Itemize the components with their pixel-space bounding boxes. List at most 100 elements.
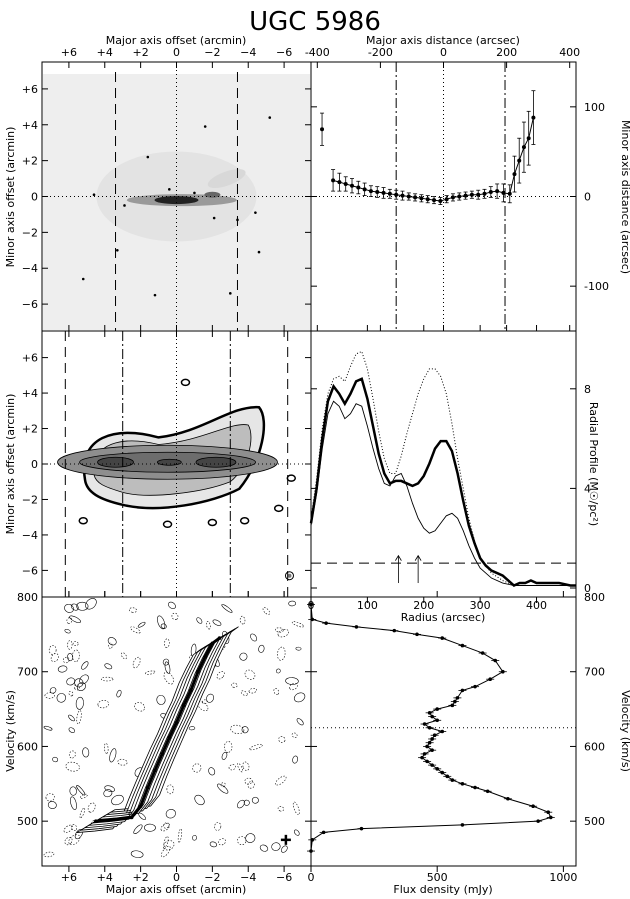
noise-contour [291,732,298,738]
x-tick-label: +4 [97,871,113,884]
noise-contour [250,633,258,642]
x-tick-label: 1000 [549,871,577,884]
noise-contour [107,637,117,646]
noise-contour [275,627,284,633]
y-tick-label: -100 [584,280,609,293]
noise-contour [117,758,128,766]
noise-contour [85,598,97,610]
noise-contour [292,755,299,764]
noise-contour [271,842,281,851]
noise-contour [277,646,286,661]
data-point [473,684,477,689]
noise-contour [64,628,71,634]
noise-contour [64,836,73,846]
x-tick-label: 100 [357,599,378,612]
y-tick-label: +4 [22,119,38,132]
noise-contour [295,646,302,651]
noise-contour [281,845,288,853]
star [254,211,257,214]
contour-blob [78,516,88,525]
rotation-curve-point [167,735,172,740]
x-tick-label: −6 [276,871,292,884]
noise-contour [239,652,248,661]
noise-contour [251,796,259,804]
noise-contour [192,763,202,773]
panel-radial-profile: 0100200300400048Radius (arcsec)Radial Pr… [308,325,600,624]
data-point [440,770,445,775]
noise-contour [67,653,74,662]
noise-contour [258,644,265,653]
noise-contour [259,844,269,852]
rotation-curve-point [210,641,215,646]
noise-contour [103,789,113,798]
noise-contour [79,807,86,819]
contour-blob [239,516,250,525]
series-line [332,117,534,202]
noise-contour [294,829,300,836]
noise-contour [76,682,86,692]
noise-contour [100,676,114,682]
data-point [435,718,439,723]
noise-contour [228,764,236,771]
x-tick-label: 200 [413,599,434,612]
noise-contour [164,638,170,648]
noise-contour [132,656,141,669]
noise-contour [162,658,170,666]
x-axis-label: Flux density (mJy) [393,883,492,896]
data-point [501,669,505,674]
noise-contour [64,603,74,613]
noise-contour [74,678,84,688]
noise-contour [157,615,166,630]
noise-contour [230,724,245,735]
contour-blob [273,504,284,513]
y-tick-label: 700 [17,666,38,679]
noise-contour [288,600,297,607]
noise-contour [166,784,174,795]
beam-marker-inner [287,573,292,578]
rotation-curve-point [196,669,200,674]
noise-contour [161,845,171,858]
panel-hi-intensity: +6 +4 +2 0 −2 −4 −6 Minor axis offset (arcmin) [4,330,312,598]
noise-contour [209,841,217,848]
data-point [324,621,328,625]
arrow-head [414,554,422,561]
x-tick-label: −2 [204,871,220,884]
noise-contour [278,736,286,743]
noise-contour [47,801,57,809]
x-tick-label: 0 [308,871,315,884]
y-axis-label: Minor axis offset (arcmin) [4,394,17,535]
data-point [455,696,460,700]
noise-contour [244,777,253,785]
noise-contour [277,806,285,812]
series-line-thick [309,377,576,587]
data-point [435,767,439,771]
noise-contour [104,743,109,754]
noise-contour [72,649,80,662]
noise-contour [134,702,146,712]
noise-contour [289,682,298,691]
noise-contour [130,626,141,634]
data-point [425,744,429,749]
noise-contour [214,822,222,831]
noise-contour [291,621,304,628]
x-tick-label: +6 [61,46,77,59]
noise-contour [188,726,196,731]
data-point [548,815,553,820]
noise-contour [236,799,245,809]
noise-contour [108,642,113,649]
noise-contour [249,743,263,751]
noise-contour [121,652,127,660]
y-tick-label: +4 [22,387,38,400]
x-tick-label: 400 [559,46,580,59]
noise-contour [66,677,76,686]
rotation-curve-point [174,720,179,725]
y-tick-label: 500 [17,815,38,828]
panel-global-profile: 0 500 1000 500 600 700 800 Flux density (mJy) Ve… [307,591,630,896]
noise-contour [247,781,255,789]
noise-contour [76,710,82,725]
y-tick-label: −2 [22,493,38,506]
figure-title: UGC 5986 [249,7,381,37]
contour-peak-1 [97,456,134,468]
data-point [493,658,498,663]
x-tick-label: +2 [133,46,149,59]
